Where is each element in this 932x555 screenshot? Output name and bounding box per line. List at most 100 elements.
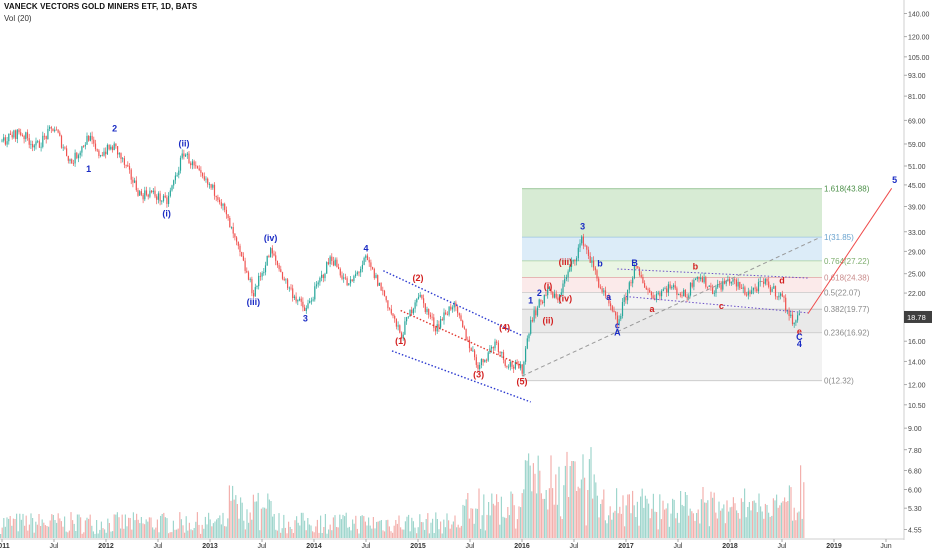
candle-body (494, 341, 496, 349)
candle-body (720, 284, 722, 290)
volume-bar (16, 513, 18, 538)
candle-body (276, 260, 278, 266)
candle-body (749, 291, 751, 294)
projection-line (521, 237, 819, 377)
volume-bar (521, 493, 523, 538)
volume-bar (312, 531, 314, 538)
volume-bar (476, 508, 478, 538)
volume-bar (620, 513, 622, 538)
candle-body (523, 361, 525, 374)
volume-bar (334, 515, 336, 538)
candle-body (266, 255, 268, 266)
candle-body (387, 300, 389, 309)
volume-bar (243, 520, 245, 538)
candle-body (137, 190, 139, 196)
volume-bar (212, 523, 214, 538)
candle-body (611, 306, 613, 311)
candle-body (6, 141, 8, 145)
candle-body (254, 287, 256, 297)
volume-bar (568, 497, 570, 538)
wave-label: (ii) (543, 315, 554, 325)
volume-bar (713, 492, 715, 538)
volume-bar (732, 497, 734, 538)
candle-body (346, 278, 348, 286)
candle-body (732, 279, 734, 282)
volume-bar (577, 486, 579, 538)
candle-body (715, 287, 717, 294)
candle-body (125, 164, 127, 166)
candle-body (672, 285, 675, 287)
volume-bar (281, 528, 283, 538)
volume-bar (8, 518, 10, 538)
volume-bar (292, 533, 294, 538)
candle-body (788, 310, 790, 316)
volume-bar (80, 517, 82, 538)
candle-body (550, 287, 552, 293)
volume-bar (564, 465, 566, 538)
price-tick-label: 93.00 (908, 73, 926, 80)
volume-bar (766, 505, 768, 538)
volume-bar (316, 519, 318, 538)
volume-bar (457, 524, 459, 538)
volume-bar (148, 517, 150, 538)
price-axis-bg (904, 0, 932, 550)
candle-body (463, 327, 465, 329)
candle-body (50, 127, 52, 129)
volume-bar (635, 517, 637, 538)
volume-bar (700, 499, 702, 538)
candle-body (674, 285, 676, 289)
volume-bar (1, 527, 3, 538)
volume-bar (507, 507, 509, 538)
volume-bar (348, 526, 350, 538)
volume-bar (254, 501, 256, 538)
volume-bar (62, 526, 64, 538)
candle-body (84, 144, 86, 147)
candle-body (205, 178, 207, 180)
candle-body (193, 161, 195, 166)
volume-bar (11, 525, 13, 538)
volume-bar (737, 513, 739, 538)
candle-body (683, 289, 685, 297)
volume-bar (174, 529, 176, 538)
candle-body (310, 300, 312, 302)
candle-body (156, 196, 158, 200)
volume-bar (67, 532, 69, 538)
wave-label: (1) (395, 336, 406, 346)
candle-body (49, 127, 51, 129)
last-price-tag (904, 310, 932, 323)
time-tick-label: 2011 (0, 543, 10, 550)
candle-body (615, 312, 617, 316)
candle-body (45, 136, 47, 139)
candle-body (55, 129, 57, 131)
volume-bar (505, 518, 507, 538)
candle-body (161, 200, 163, 202)
candle-body (1, 140, 3, 142)
volume-bar (265, 508, 267, 538)
volume-bar (184, 532, 186, 538)
volume-bar (44, 525, 46, 538)
volume-bar (251, 519, 253, 538)
volume-bar (510, 491, 512, 538)
wave-label: b (597, 259, 603, 269)
candle-body (191, 161, 193, 166)
volume-bar (470, 508, 472, 538)
volume-bar (651, 508, 653, 538)
candle-body (399, 325, 401, 333)
candle-body (360, 269, 362, 273)
candle-body (667, 284, 669, 293)
candle-body (584, 245, 586, 247)
price-tick-label: 51.00 (908, 164, 926, 171)
triangle-lower (625, 296, 809, 314)
volume-bar (268, 499, 270, 538)
volume-bar (438, 529, 440, 538)
candle-body (47, 128, 49, 139)
candle-body (344, 277, 346, 279)
candle-body (545, 294, 547, 296)
volume-bar (697, 509, 699, 538)
volume-bar (100, 521, 102, 538)
volume-bar (372, 517, 374, 538)
candle-body (628, 282, 630, 290)
candle-body (480, 359, 482, 365)
